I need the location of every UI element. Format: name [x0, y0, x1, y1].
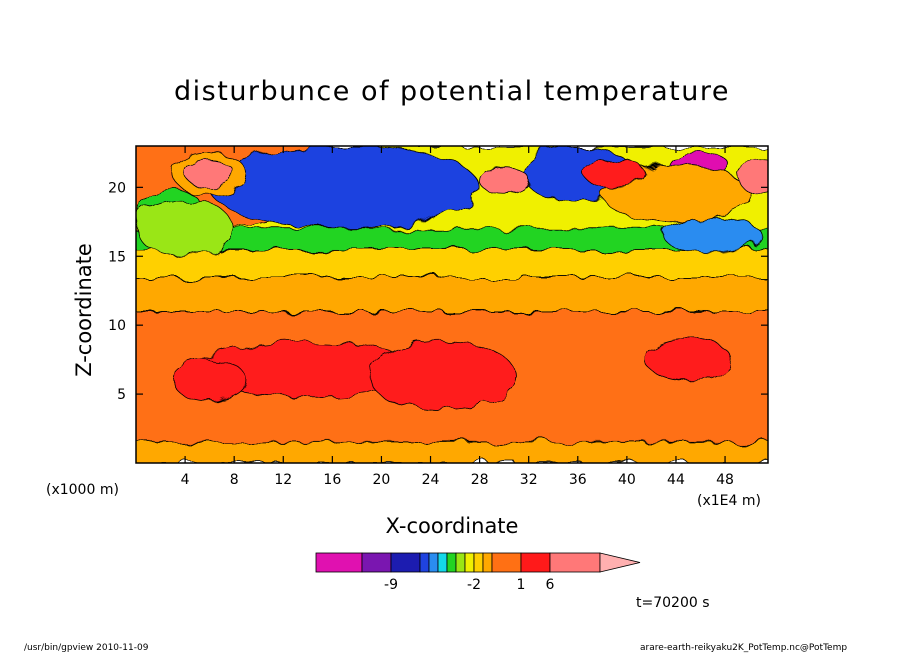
colorbar-tick-label: 6: [546, 577, 555, 593]
x-tick-label: 20: [373, 472, 391, 488]
time-label: t=70200 s: [636, 595, 710, 611]
colorbar: -9 -2 1 6: [315, 552, 641, 593]
x-axis-unit-left: (x1000 m): [46, 482, 119, 498]
colorbar-swatch: [361, 552, 392, 573]
x-tick-label: 12: [274, 472, 292, 488]
x-axis-unit-right: (x1E4 m): [697, 493, 761, 509]
colorbar-swatch: [437, 552, 448, 573]
contour-region-18: [644, 338, 732, 381]
x-tick-label: 36: [569, 472, 587, 488]
colorbar-swatch: [315, 552, 363, 573]
contour-region-10: [583, 159, 646, 188]
colorbar-swatch: [464, 552, 475, 573]
y-axis: 5 10 15 20: [108, 180, 768, 403]
contour-region-12: [663, 217, 763, 254]
colorbar-swatch: [549, 552, 601, 573]
contour-region-7: [479, 166, 530, 195]
y-tick-label: 15: [108, 249, 126, 265]
x-tick-label: 40: [618, 472, 636, 488]
y-tick-label: 5: [117, 387, 126, 403]
y-tick-label: 10: [108, 318, 126, 334]
contour-region-17: [172, 359, 247, 402]
colorbar-tick-label: 1: [517, 577, 526, 593]
x-tick-label: 48: [716, 472, 734, 488]
footer-file: arare-earth-reikyaku2K_PotTemp.nc@PotTem…: [640, 643, 848, 653]
contour-field: [136, 146, 768, 463]
colorbar-tick-label: -9: [384, 577, 398, 593]
band-3: [136, 248, 768, 278]
colorbar-swatch: [473, 552, 484, 573]
contour-region-14: [136, 200, 235, 257]
contour-region-2: [209, 146, 480, 230]
colorbar-arrow: [599, 552, 641, 573]
colorbar-swatch: [419, 552, 430, 573]
x-axis: 4 8 12 16 20 24 28 32 36 40 44 48: [181, 146, 734, 488]
x-tick-label: 28: [471, 472, 489, 488]
colorbar-swatch: [428, 552, 439, 573]
footer-command: /usr/bin/gpview 2010-11-09: [24, 643, 149, 653]
colorbar-swatch: [390, 552, 421, 573]
plot-frame: [135, 145, 769, 464]
colorbar-tick-label: -2: [467, 577, 481, 593]
x-axis-label: X-coordinate: [385, 514, 519, 538]
band-2: [136, 276, 768, 312]
band-0: [136, 441, 768, 463]
contour-region-6: [184, 159, 235, 188]
colorbar-swatch: [455, 552, 466, 573]
contour-region-16: [368, 341, 517, 412]
y-axis-label: Z-coordinate: [72, 243, 96, 377]
x-tick-label: 24: [422, 472, 440, 488]
x-tick-label: 4: [181, 472, 190, 488]
contour-region-11: [736, 158, 768, 194]
x-tick-label: 16: [323, 472, 341, 488]
y-tick-label: 20: [108, 180, 126, 196]
colorbar-swatch: [491, 552, 522, 573]
colorbar-swatch: [482, 552, 493, 573]
x-tick-label: 32: [520, 472, 538, 488]
x-tick-label: 8: [230, 472, 239, 488]
colorbar-swatch: [446, 552, 457, 573]
chart-title: disturbunce of potential temperature: [174, 76, 730, 107]
colorbar-swatch: [520, 552, 551, 573]
x-tick-label: 44: [667, 472, 685, 488]
